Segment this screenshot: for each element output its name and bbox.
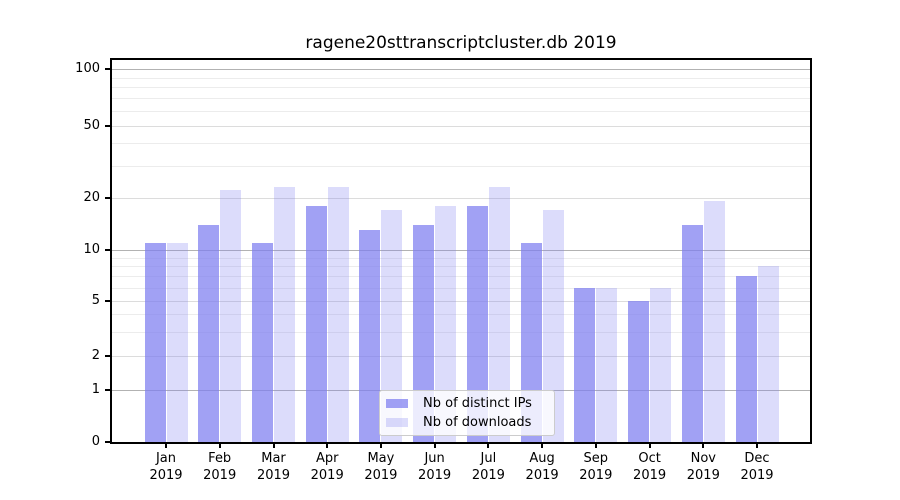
y-tick-mark [105, 68, 112, 70]
y-gridline [112, 356, 810, 357]
x-tick-mark [648, 442, 651, 448]
y-gridline-minor [112, 257, 810, 259]
bar-downloads [166, 242, 188, 442]
bar-downloads [488, 186, 510, 442]
y-tick-mark [105, 389, 112, 391]
chart-title: ragene20sttranscriptcluster.db 2019 [305, 33, 617, 53]
y-gridline [112, 197, 810, 199]
bar-downloads [274, 186, 295, 442]
y-gridline-minor [112, 314, 810, 316]
x-tick-label: Jun 2019 [418, 451, 452, 483]
y-tick-label: 1 [91, 382, 100, 397]
legend-swatch-distinct-ips [386, 399, 408, 408]
x-tick-label: Feb 2019 [203, 451, 237, 483]
y-gridline-minor [112, 331, 810, 333]
x-tick-mark [326, 442, 329, 448]
x-tick-mark [218, 442, 221, 448]
bar-distinct-ips [359, 230, 381, 442]
legend-item-distinct-ips: Nb of distinct IPs [386, 396, 546, 411]
bar-downloads [596, 287, 618, 442]
bar-distinct-ips [574, 287, 596, 442]
x-tick-mark [272, 442, 275, 448]
x-tick-label: May 2019 [364, 451, 398, 483]
x-tick-mark [756, 442, 758, 448]
y-tick-mark [105, 441, 112, 443]
y-gridline-minor [112, 87, 810, 89]
bar-downloads [327, 186, 349, 442]
x-tick-label: Jul 2019 [471, 451, 505, 483]
bar-distinct-ips [681, 224, 703, 442]
y-gridline [112, 301, 810, 302]
y-gridline-minor [112, 110, 810, 112]
bar-downloads [435, 205, 457, 442]
y-gridline-minor [112, 165, 810, 167]
bar-distinct-ips [628, 301, 650, 442]
bar-downloads [650, 287, 672, 442]
y-tick-mark [105, 300, 112, 302]
y-gridline-minor [112, 287, 810, 289]
bar-distinct-ips [735, 276, 757, 442]
y-tick-label: 0 [91, 434, 100, 449]
y-gridline-minor [112, 266, 810, 268]
y-gridline-minor [112, 276, 810, 278]
bar-distinct-ips [198, 224, 220, 442]
bar-downloads [542, 209, 564, 442]
y-tick-label: 2 [91, 348, 100, 363]
y-tick-label: 100 [75, 61, 100, 76]
x-tick-mark [702, 442, 705, 448]
plot-area: Nb of distinct IPs Nb of downloads 0 1 2 5 1… [75, 58, 812, 483]
x-tick-mark [165, 442, 167, 448]
x-tick-label: Oct 2019 [633, 451, 667, 483]
x-tick-mark [433, 442, 436, 448]
y-tick-label: 10 [83, 242, 100, 257]
x-tick-label: Sep 2019 [579, 451, 613, 483]
x-tick-label: Nov 2019 [686, 451, 720, 483]
y-gridline-minor [112, 98, 810, 100]
legend-label-distinct-ips: Nb of distinct IPs [423, 396, 532, 411]
y-tick-label: 5 [91, 293, 100, 308]
y-tick-mark [105, 196, 112, 199]
y-gridline [112, 69, 810, 70]
x-tick-mark [594, 442, 597, 448]
y-gridline [112, 250, 810, 251]
legend: Nb of distinct IPs Nb of downloads [379, 390, 555, 436]
y-gridline-minor [112, 77, 810, 79]
x-tick-label: Jan 2019 [149, 451, 183, 483]
x-tick-label: Aug 2019 [525, 451, 559, 483]
legend-item-downloads: Nb of downloads [386, 415, 546, 430]
bar-downloads [703, 201, 725, 442]
bar-distinct-ips [252, 242, 273, 442]
y-tick-mark [105, 124, 112, 127]
x-tick-label: Apr 2019 [310, 451, 344, 483]
legend-label-downloads: Nb of downloads [423, 415, 532, 430]
bar-distinct-ips [466, 205, 488, 442]
x-tick-label: Dec 2019 [740, 451, 774, 483]
bar-downloads [757, 266, 779, 442]
bar-downloads [381, 209, 403, 442]
y-tick-label: 50 [83, 117, 100, 133]
x-tick-mark [487, 442, 490, 448]
x-tick-mark [379, 442, 382, 448]
bar-distinct-ips [413, 224, 435, 442]
y-tick-mark [105, 355, 112, 357]
legend-swatch-downloads [386, 418, 408, 427]
x-tick-mark [541, 442, 544, 448]
bar-distinct-ips [144, 242, 166, 442]
y-gridline-minor [112, 143, 810, 144]
y-tick-mark [105, 249, 112, 251]
y-tick-label: 20 [83, 189, 100, 205]
bar-downloads [220, 190, 242, 442]
y-gridline [112, 125, 810, 127]
bar-distinct-ips [305, 205, 327, 442]
x-tick-label: Mar 2019 [256, 451, 291, 483]
